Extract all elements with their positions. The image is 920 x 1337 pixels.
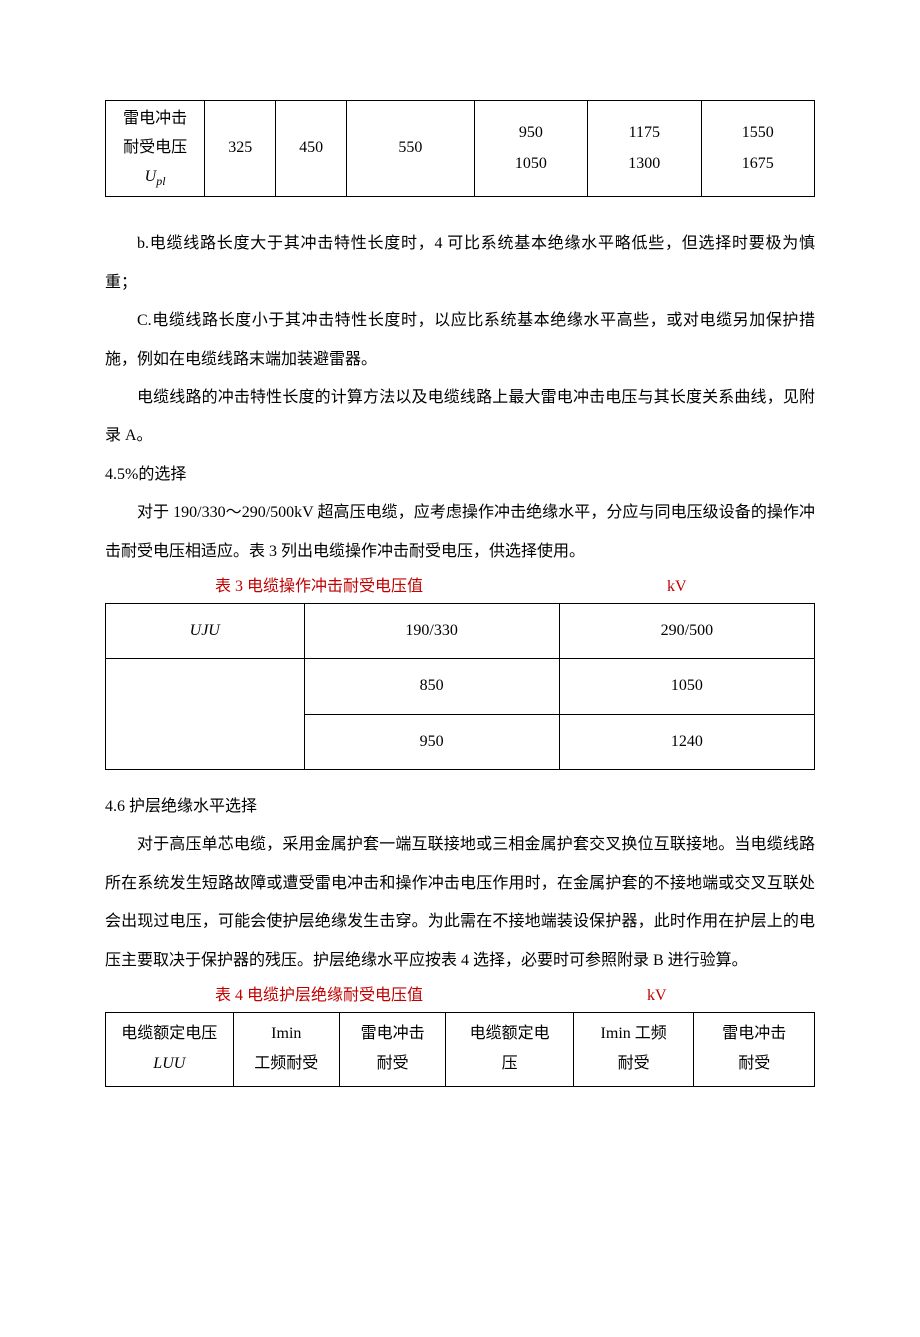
t1-c1: 325 xyxy=(205,101,276,197)
t1-c5-top: 1175 xyxy=(594,118,694,148)
t4-c2: Imin 工频耐受 xyxy=(233,1013,339,1087)
t4-c5: Imin 工频 耐受 xyxy=(573,1013,694,1087)
t4-c6-l1: 雷电冲击 xyxy=(700,1019,808,1049)
para-b: b.电缆线路长度大于其冲击特性长度时，4 可比系统基本绝缘水平略低些，但选择时要… xyxy=(105,225,815,302)
para-4-5: 对于 190/330～290/500kV 超高压电缆，应考虑操作冲击绝缘水平，分… xyxy=(105,494,815,571)
t4-c2-l1: Imin xyxy=(240,1019,333,1049)
t1-c6: 1550 1675 xyxy=(701,101,814,197)
t1-c2: 450 xyxy=(276,101,347,197)
t1-c5-bot: 1300 xyxy=(594,149,694,179)
t1-c6-top: 1550 xyxy=(708,118,808,148)
t4-c5-l1: Imin 工频 xyxy=(580,1019,688,1049)
para-4-6: 对于高压单芯电缆，采用金属护套一端互联接地或三相金属护套交叉换位互联接地。当电缆… xyxy=(105,826,815,980)
t4-c3: 雷电冲击 耐受 xyxy=(339,1013,445,1087)
t4-c4-l2: 压 xyxy=(452,1049,567,1079)
t3-r1c1 xyxy=(106,659,305,770)
table4-unit: kV xyxy=(647,980,667,1012)
t4-c3-l1: 雷电冲击 xyxy=(346,1019,439,1049)
t3-r1c2: 850 xyxy=(304,659,559,714)
t1-row-label: 雷电冲击 耐受电压 Upl xyxy=(106,101,205,197)
t4-c4: 电缆额定电 压 xyxy=(446,1013,574,1087)
t1-label-line1: 雷电冲击 xyxy=(112,105,198,134)
table3-caption: 表 3 电缆操作冲击耐受电压值 kV xyxy=(105,571,815,603)
t4-c6: 雷电冲击 耐受 xyxy=(694,1013,815,1087)
t4-c1-l2: LUU xyxy=(112,1049,227,1079)
t3-r2c2: 950 xyxy=(304,714,559,769)
heading-4-6: 4.6 护层绝缘水平选择 xyxy=(105,788,815,826)
t1-c4-bot: 1050 xyxy=(481,149,581,179)
t1-label-line2: 耐受电压 xyxy=(112,134,198,163)
table4-caption-text: 表 4 电缆护层绝缘耐受电压值 xyxy=(215,987,423,1004)
t3-h1: UJU xyxy=(106,603,305,658)
para-appendix-a: 电缆线路的冲击特性长度的计算方法以及电缆线路上最大雷电冲击电压与其长度关系曲线，… xyxy=(105,379,815,456)
t1-label-symbol: Upl xyxy=(112,163,198,193)
t1-c3: 550 xyxy=(347,101,475,197)
t4-c3-l2: 耐受 xyxy=(346,1049,439,1079)
t4-c4-l1: 电缆额定电 xyxy=(452,1019,567,1049)
t4-c6-l2: 耐受 xyxy=(700,1049,808,1079)
table3-unit: kV xyxy=(667,571,687,603)
para-c: C.电缆线路长度小于其冲击特性长度时，以应比系统基本绝缘水平高些，或对电缆另加保… xyxy=(105,302,815,379)
table4-caption: 表 4 电缆护层绝缘耐受电压值 kV xyxy=(105,980,815,1012)
table-lightning-impulse: 雷电冲击 耐受电压 Upl 325 450 550 950 1050 1175 … xyxy=(105,100,815,197)
t1-c5: 1175 1300 xyxy=(588,101,701,197)
t4-c2-l2: 工频耐受 xyxy=(240,1049,333,1079)
t3-r1c3: 1050 xyxy=(559,659,814,714)
heading-4-5: 4.5%的选择 xyxy=(105,456,815,494)
t4-c5-l2: 耐受 xyxy=(580,1049,688,1079)
t1-c4: 950 1050 xyxy=(474,101,587,197)
t4-c1-l1: 电缆额定电压 xyxy=(112,1019,227,1049)
table-4: 电缆额定电压 LUU Imin 工频耐受 雷电冲击 耐受 电缆额定电 压 Imi xyxy=(105,1012,815,1087)
t1-c6-bot: 1675 xyxy=(708,149,808,179)
t3-r2c3: 1240 xyxy=(559,714,814,769)
t1-c4-top: 950 xyxy=(481,118,581,148)
t4-c1: 电缆额定电压 LUU xyxy=(106,1013,234,1087)
t3-h3: 290/500 xyxy=(559,603,814,658)
table3-caption-text: 表 3 电缆操作冲击耐受电压值 xyxy=(215,578,423,595)
table-3: UJU 190/330 290/500 850 1050 950 1240 xyxy=(105,603,815,770)
t3-h2: 190/330 xyxy=(304,603,559,658)
